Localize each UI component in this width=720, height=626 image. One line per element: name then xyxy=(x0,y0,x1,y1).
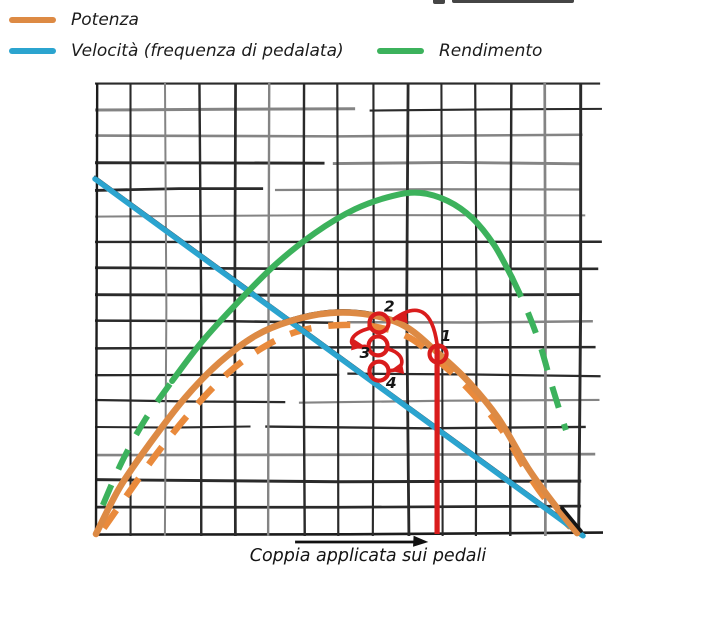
grid-hline xyxy=(94,425,251,429)
legend-label-velocita: Velocità (frequenza di pedalata) xyxy=(71,41,344,61)
grid-hline xyxy=(94,133,583,138)
annotation-label-2: 2 xyxy=(384,297,395,315)
velocita-line-swatch xyxy=(9,48,56,54)
series-velocit-frequenza-di-pedalata-solid xyxy=(92,176,586,539)
series-velocit-frequenza-di-pedalata xyxy=(92,175,586,539)
grid-vline xyxy=(94,82,99,537)
grid-hline xyxy=(94,266,599,271)
cropped-text-remnant xyxy=(452,0,574,3)
grid-hline xyxy=(94,398,286,404)
grid-hline xyxy=(298,398,600,404)
legend-label-potenza: Potenza xyxy=(71,10,139,30)
grid-vline xyxy=(198,82,203,537)
grid-vline xyxy=(405,82,411,537)
grid-vline xyxy=(440,82,444,537)
legend-item-potenza: Potenza xyxy=(9,10,139,30)
annotation-point-3 xyxy=(366,334,390,358)
annotation-arrow-1-to-2-head xyxy=(394,311,408,324)
legend-label-rendimento: Rendimento xyxy=(439,41,543,61)
grid-hline xyxy=(332,160,581,166)
series-rendimento-solid xyxy=(169,189,515,384)
x-axis-arrow-head xyxy=(413,535,429,547)
grid-vline xyxy=(302,82,306,537)
grid-hline xyxy=(94,531,604,536)
rendimento-line-swatch xyxy=(377,48,424,54)
grid-hline xyxy=(94,345,596,350)
grid-vline xyxy=(163,82,168,537)
grid-hline xyxy=(347,320,593,324)
annotation-point-4 xyxy=(367,359,391,383)
grid-hline xyxy=(265,425,586,430)
annotation-arrow-2-to-3-head xyxy=(351,338,365,351)
annotation-arrow-1-to-2 xyxy=(392,308,439,346)
series-rendimento xyxy=(100,189,569,507)
series-rendimento-dashed xyxy=(100,379,175,507)
ink-convergence-mark xyxy=(560,506,583,533)
legend-item-rendimento: Rendimento xyxy=(377,41,542,61)
series-potenza xyxy=(92,309,581,538)
grid-hline xyxy=(94,187,264,192)
annotation-label-1: 1 xyxy=(440,327,451,345)
grid-vline xyxy=(474,82,478,537)
annotation-point-2 xyxy=(367,311,391,335)
x-axis-arrow xyxy=(295,535,429,547)
legend-item-velocita: Velocità (frequenza di pedalata) xyxy=(9,41,344,61)
x-axis-label: Coppia applicata sui pedali xyxy=(249,546,487,566)
grid-vline xyxy=(577,82,583,537)
annotation-arrow-3-to-4-head xyxy=(390,362,405,374)
annotations: 1 2 34 xyxy=(349,297,451,534)
cropped-text-remnant xyxy=(433,0,445,4)
annotation-label-4: 4 xyxy=(385,374,397,392)
grid-hline xyxy=(274,188,581,192)
grid-vline xyxy=(336,82,340,537)
annotation-point-1 xyxy=(427,343,449,365)
grid-vline xyxy=(509,82,513,537)
annotation-label-3: 3 xyxy=(359,344,370,362)
grid-vline xyxy=(543,82,547,537)
grid-hline xyxy=(94,107,356,112)
potenza-line-swatch xyxy=(9,17,56,23)
grid-hline xyxy=(94,452,596,457)
series-potenza-solid xyxy=(92,309,581,538)
grid-vline xyxy=(371,82,375,537)
series-rendimento-dashed xyxy=(509,275,569,431)
grid-hline xyxy=(369,107,602,112)
